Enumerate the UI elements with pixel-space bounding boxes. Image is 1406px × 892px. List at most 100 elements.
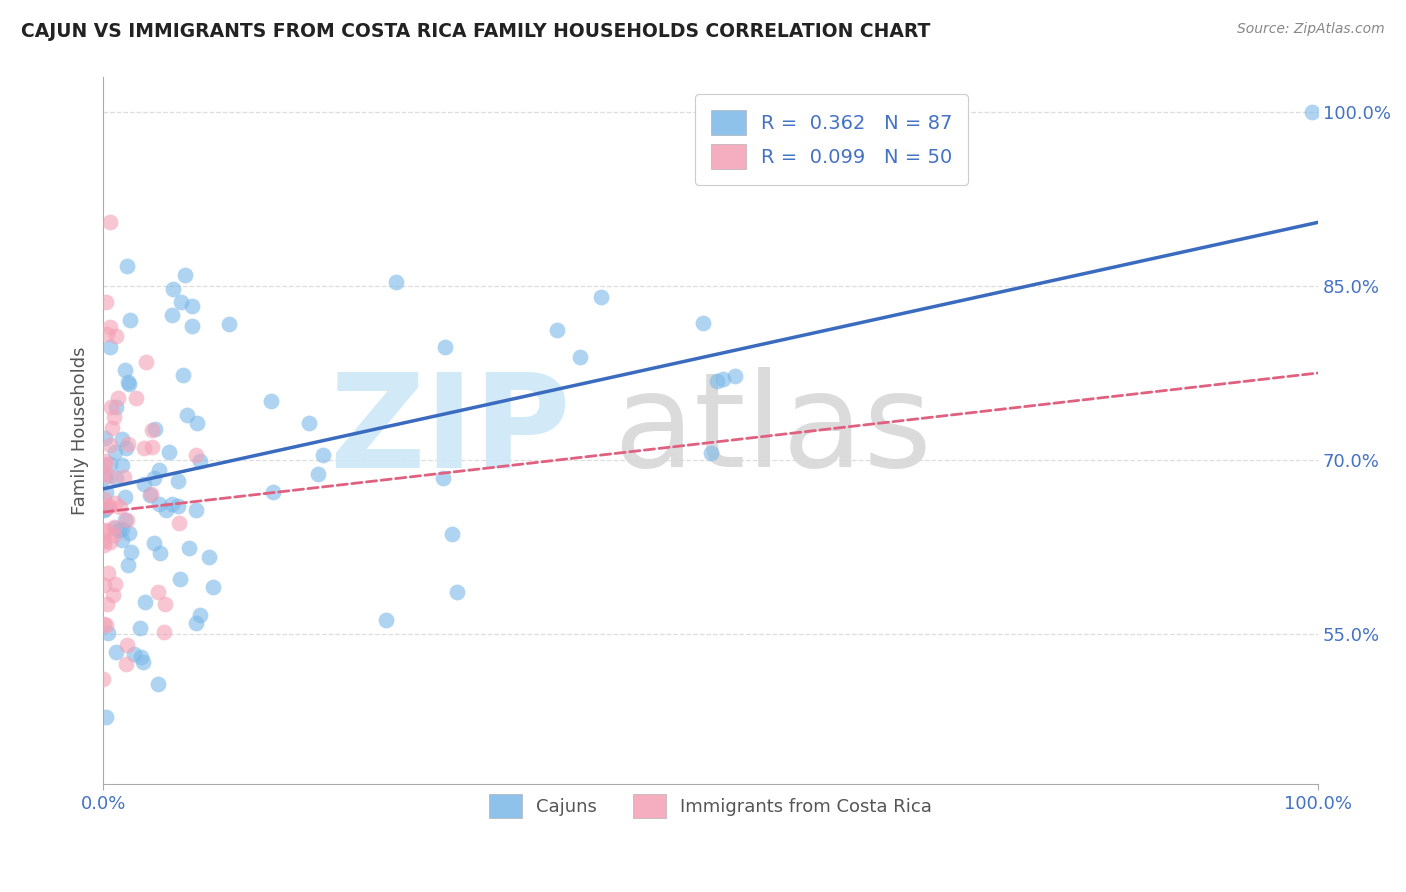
Point bbox=[134, 595, 156, 609]
Point bbox=[103, 527, 125, 541]
Point bbox=[120, 545, 142, 559]
Point bbox=[112, 470, 135, 484]
Text: CAJUN VS IMMIGRANTS FROM COSTA RICA FAMILY HOUSEHOLDS CORRELATION CHART: CAJUN VS IMMIGRANTS FROM COSTA RICA FAMI… bbox=[21, 22, 931, 41]
Point bbox=[170, 294, 193, 309]
Point bbox=[98, 534, 121, 549]
Point bbox=[198, 550, 221, 565]
Point bbox=[155, 502, 177, 516]
Point bbox=[105, 400, 128, 414]
Point bbox=[117, 375, 139, 389]
Point bbox=[117, 376, 139, 391]
Point bbox=[110, 533, 132, 548]
Legend: Cajuns, Immigrants from Costa Rica: Cajuns, Immigrants from Costa Rica bbox=[482, 788, 939, 825]
Point bbox=[148, 463, 170, 477]
Point bbox=[699, 446, 721, 460]
Point bbox=[160, 308, 183, 322]
Point bbox=[96, 597, 118, 611]
Point bbox=[111, 432, 134, 446]
Point bbox=[104, 496, 127, 510]
Point bbox=[93, 502, 115, 516]
Point bbox=[117, 558, 139, 572]
Point bbox=[93, 524, 115, 538]
Point bbox=[146, 585, 169, 599]
Text: ZIP: ZIP bbox=[329, 368, 571, 494]
Point bbox=[117, 436, 139, 450]
Point bbox=[107, 391, 129, 405]
Point bbox=[98, 457, 121, 471]
Point bbox=[111, 458, 134, 472]
Point bbox=[117, 513, 139, 527]
Point bbox=[188, 454, 211, 468]
Point bbox=[143, 421, 166, 435]
Point bbox=[184, 503, 207, 517]
Point bbox=[446, 584, 468, 599]
Point bbox=[97, 626, 120, 640]
Point bbox=[433, 340, 456, 354]
Point bbox=[218, 317, 240, 331]
Point bbox=[157, 445, 180, 459]
Point bbox=[114, 441, 136, 455]
Point bbox=[93, 533, 115, 548]
Point bbox=[107, 523, 129, 537]
Point bbox=[186, 449, 208, 463]
Point bbox=[91, 672, 114, 686]
Point bbox=[114, 363, 136, 377]
Point bbox=[101, 588, 124, 602]
Point bbox=[131, 655, 153, 669]
Point bbox=[307, 467, 329, 482]
Point bbox=[93, 470, 115, 484]
Point bbox=[132, 441, 155, 455]
Point bbox=[104, 577, 127, 591]
Point bbox=[117, 259, 139, 273]
Point bbox=[96, 485, 118, 500]
Point bbox=[131, 650, 153, 665]
Point bbox=[103, 409, 125, 424]
Point bbox=[440, 526, 463, 541]
Point bbox=[589, 290, 612, 304]
Point bbox=[94, 710, 117, 724]
Point bbox=[143, 471, 166, 485]
Point bbox=[100, 400, 122, 414]
Point bbox=[93, 617, 115, 632]
Point bbox=[173, 268, 195, 282]
Point bbox=[105, 470, 128, 484]
Point bbox=[97, 500, 120, 514]
Point bbox=[176, 409, 198, 423]
Point bbox=[142, 536, 165, 550]
Point bbox=[134, 476, 156, 491]
Point bbox=[98, 438, 121, 452]
Point bbox=[155, 597, 177, 611]
Point bbox=[96, 523, 118, 537]
Point bbox=[93, 503, 115, 517]
Point bbox=[201, 580, 224, 594]
Point bbox=[181, 299, 204, 313]
Point bbox=[262, 485, 284, 500]
Point bbox=[93, 491, 115, 506]
Point bbox=[114, 513, 136, 527]
Point bbox=[93, 578, 115, 592]
Point bbox=[160, 497, 183, 511]
Point bbox=[118, 525, 141, 540]
Point bbox=[111, 521, 134, 535]
Point bbox=[692, 316, 714, 330]
Point bbox=[432, 470, 454, 484]
Point bbox=[180, 318, 202, 333]
Point bbox=[135, 355, 157, 369]
Point bbox=[94, 457, 117, 471]
Point bbox=[153, 625, 176, 640]
Point bbox=[167, 499, 190, 513]
Point bbox=[312, 448, 335, 462]
Point bbox=[125, 391, 148, 405]
Point bbox=[186, 615, 208, 630]
Point bbox=[128, 621, 150, 635]
Point bbox=[146, 677, 169, 691]
Point bbox=[115, 657, 138, 671]
Point bbox=[101, 421, 124, 435]
Point bbox=[711, 371, 734, 385]
Point bbox=[162, 282, 184, 296]
Text: Source: ZipAtlas.com: Source: ZipAtlas.com bbox=[1237, 22, 1385, 37]
Point bbox=[93, 431, 115, 445]
Point bbox=[141, 440, 163, 454]
Point bbox=[115, 638, 138, 652]
Text: atlas: atlas bbox=[613, 368, 932, 494]
